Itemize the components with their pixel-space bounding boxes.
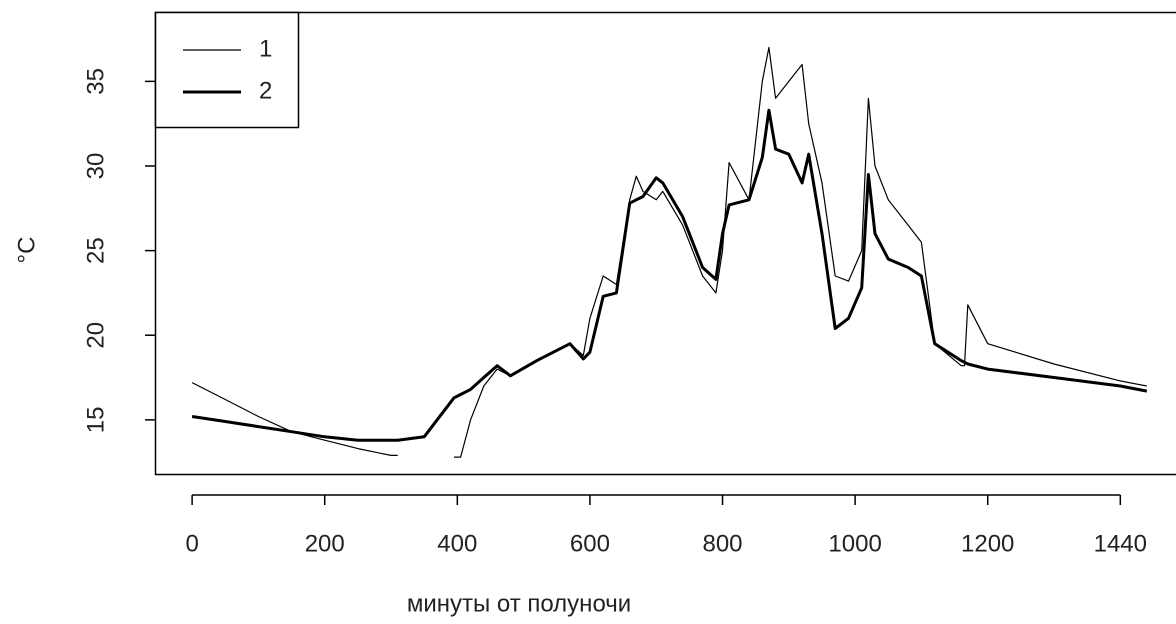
legend-box [154, 11, 300, 129]
y-tick-label: 30 [82, 153, 109, 180]
x-axis-title: минуты от полуночи [407, 590, 631, 617]
y-tick-label: 15 [82, 406, 109, 433]
y-tick-label: 20 [82, 322, 109, 349]
legend-label: 1 [259, 35, 272, 62]
x-tick-label: 1000 [828, 530, 881, 557]
x-tick-label: 800 [702, 530, 742, 557]
legend-label: 2 [259, 77, 272, 104]
y-tick-label: 25 [82, 237, 109, 264]
series-line [191, 46, 1147, 458]
plot-box [154, 11, 1176, 476]
x-tick-label: 400 [437, 530, 477, 557]
x-tick-label: 200 [305, 530, 345, 557]
x-tick-label: 1200 [961, 530, 1014, 557]
series-line [191, 108, 1148, 442]
x-tick-label: 600 [570, 530, 610, 557]
y-axis-title: °C [13, 237, 40, 264]
y-tick-label: 35 [82, 68, 109, 95]
x-tick-label: 0 [185, 530, 198, 557]
x-tick-label: 1440 [1094, 530, 1147, 557]
